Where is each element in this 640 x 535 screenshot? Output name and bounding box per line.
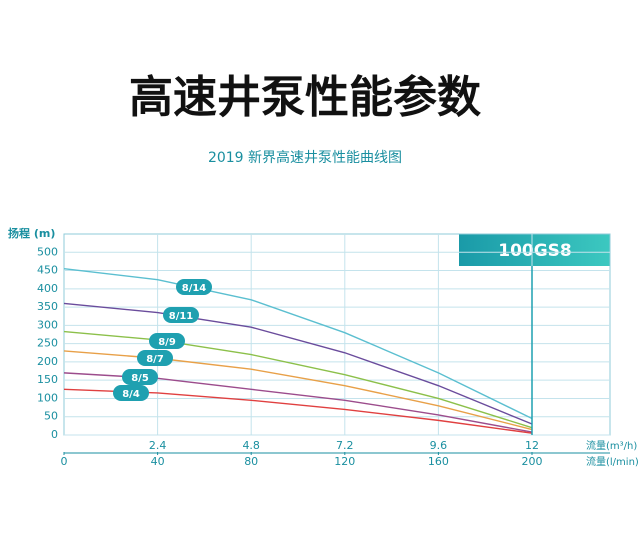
series-label: 8/9 bbox=[158, 337, 176, 348]
y-tick-label: 200 bbox=[37, 355, 58, 368]
y-tick-label: 350 bbox=[37, 300, 58, 313]
x-tick-label: 2.4 bbox=[149, 439, 167, 452]
x2-tick-label: 120 bbox=[334, 455, 355, 468]
x-tick-label: 7.2 bbox=[336, 439, 354, 452]
series-pill bbox=[113, 385, 149, 401]
series-pill bbox=[122, 369, 158, 385]
x2-tick-label: 200 bbox=[522, 455, 543, 468]
y-axis-label: 扬程 (m) bbox=[8, 226, 55, 240]
chart-title: 高速井泵性能参数 bbox=[129, 72, 481, 123]
series-line bbox=[63, 330, 533, 429]
x2-tick-label: 0 bbox=[61, 455, 68, 468]
y-tick-label: 500 bbox=[37, 245, 58, 258]
badge-box bbox=[459, 234, 610, 266]
x2-tick-label: 160 bbox=[428, 455, 449, 468]
y-tick-label: 450 bbox=[37, 264, 58, 277]
series-pill bbox=[137, 350, 173, 366]
y-tick-label: 400 bbox=[37, 282, 58, 295]
series-pill bbox=[149, 333, 185, 349]
x2-tick-label: 40 bbox=[151, 455, 165, 468]
y-tick-label: 0 bbox=[51, 428, 58, 441]
series-label: 8/11 bbox=[169, 311, 194, 322]
series-label: 8/4 bbox=[122, 389, 140, 400]
badge: 100GS8 bbox=[498, 241, 572, 261]
series-label: 8/14 bbox=[182, 283, 207, 294]
series-label: 8/7 bbox=[146, 354, 164, 365]
series-label: 8/5 bbox=[131, 373, 149, 384]
chart-subtitle: 2019 新界高速井泵性能曲线图 bbox=[208, 149, 402, 166]
y-tick-label: 100 bbox=[37, 391, 58, 404]
series-line bbox=[63, 302, 533, 425]
x-tick-label: 9.6 bbox=[430, 439, 448, 452]
y-tick-label: 150 bbox=[37, 373, 58, 386]
y-tick-label: 50 bbox=[44, 410, 58, 423]
x-tick-label: 12 bbox=[525, 439, 539, 452]
series-pill bbox=[176, 279, 212, 295]
series-line bbox=[63, 268, 533, 420]
x-axis-label: 流量(m³/h) bbox=[586, 439, 637, 452]
y-tick-label: 300 bbox=[37, 318, 58, 331]
x2-tick-label: 80 bbox=[244, 455, 258, 468]
y-tick-label: 250 bbox=[37, 337, 58, 350]
x2-axis-label: 流量(l/min) bbox=[586, 455, 639, 468]
x-tick-label: 4.8 bbox=[242, 439, 260, 452]
series-pill bbox=[163, 307, 199, 323]
